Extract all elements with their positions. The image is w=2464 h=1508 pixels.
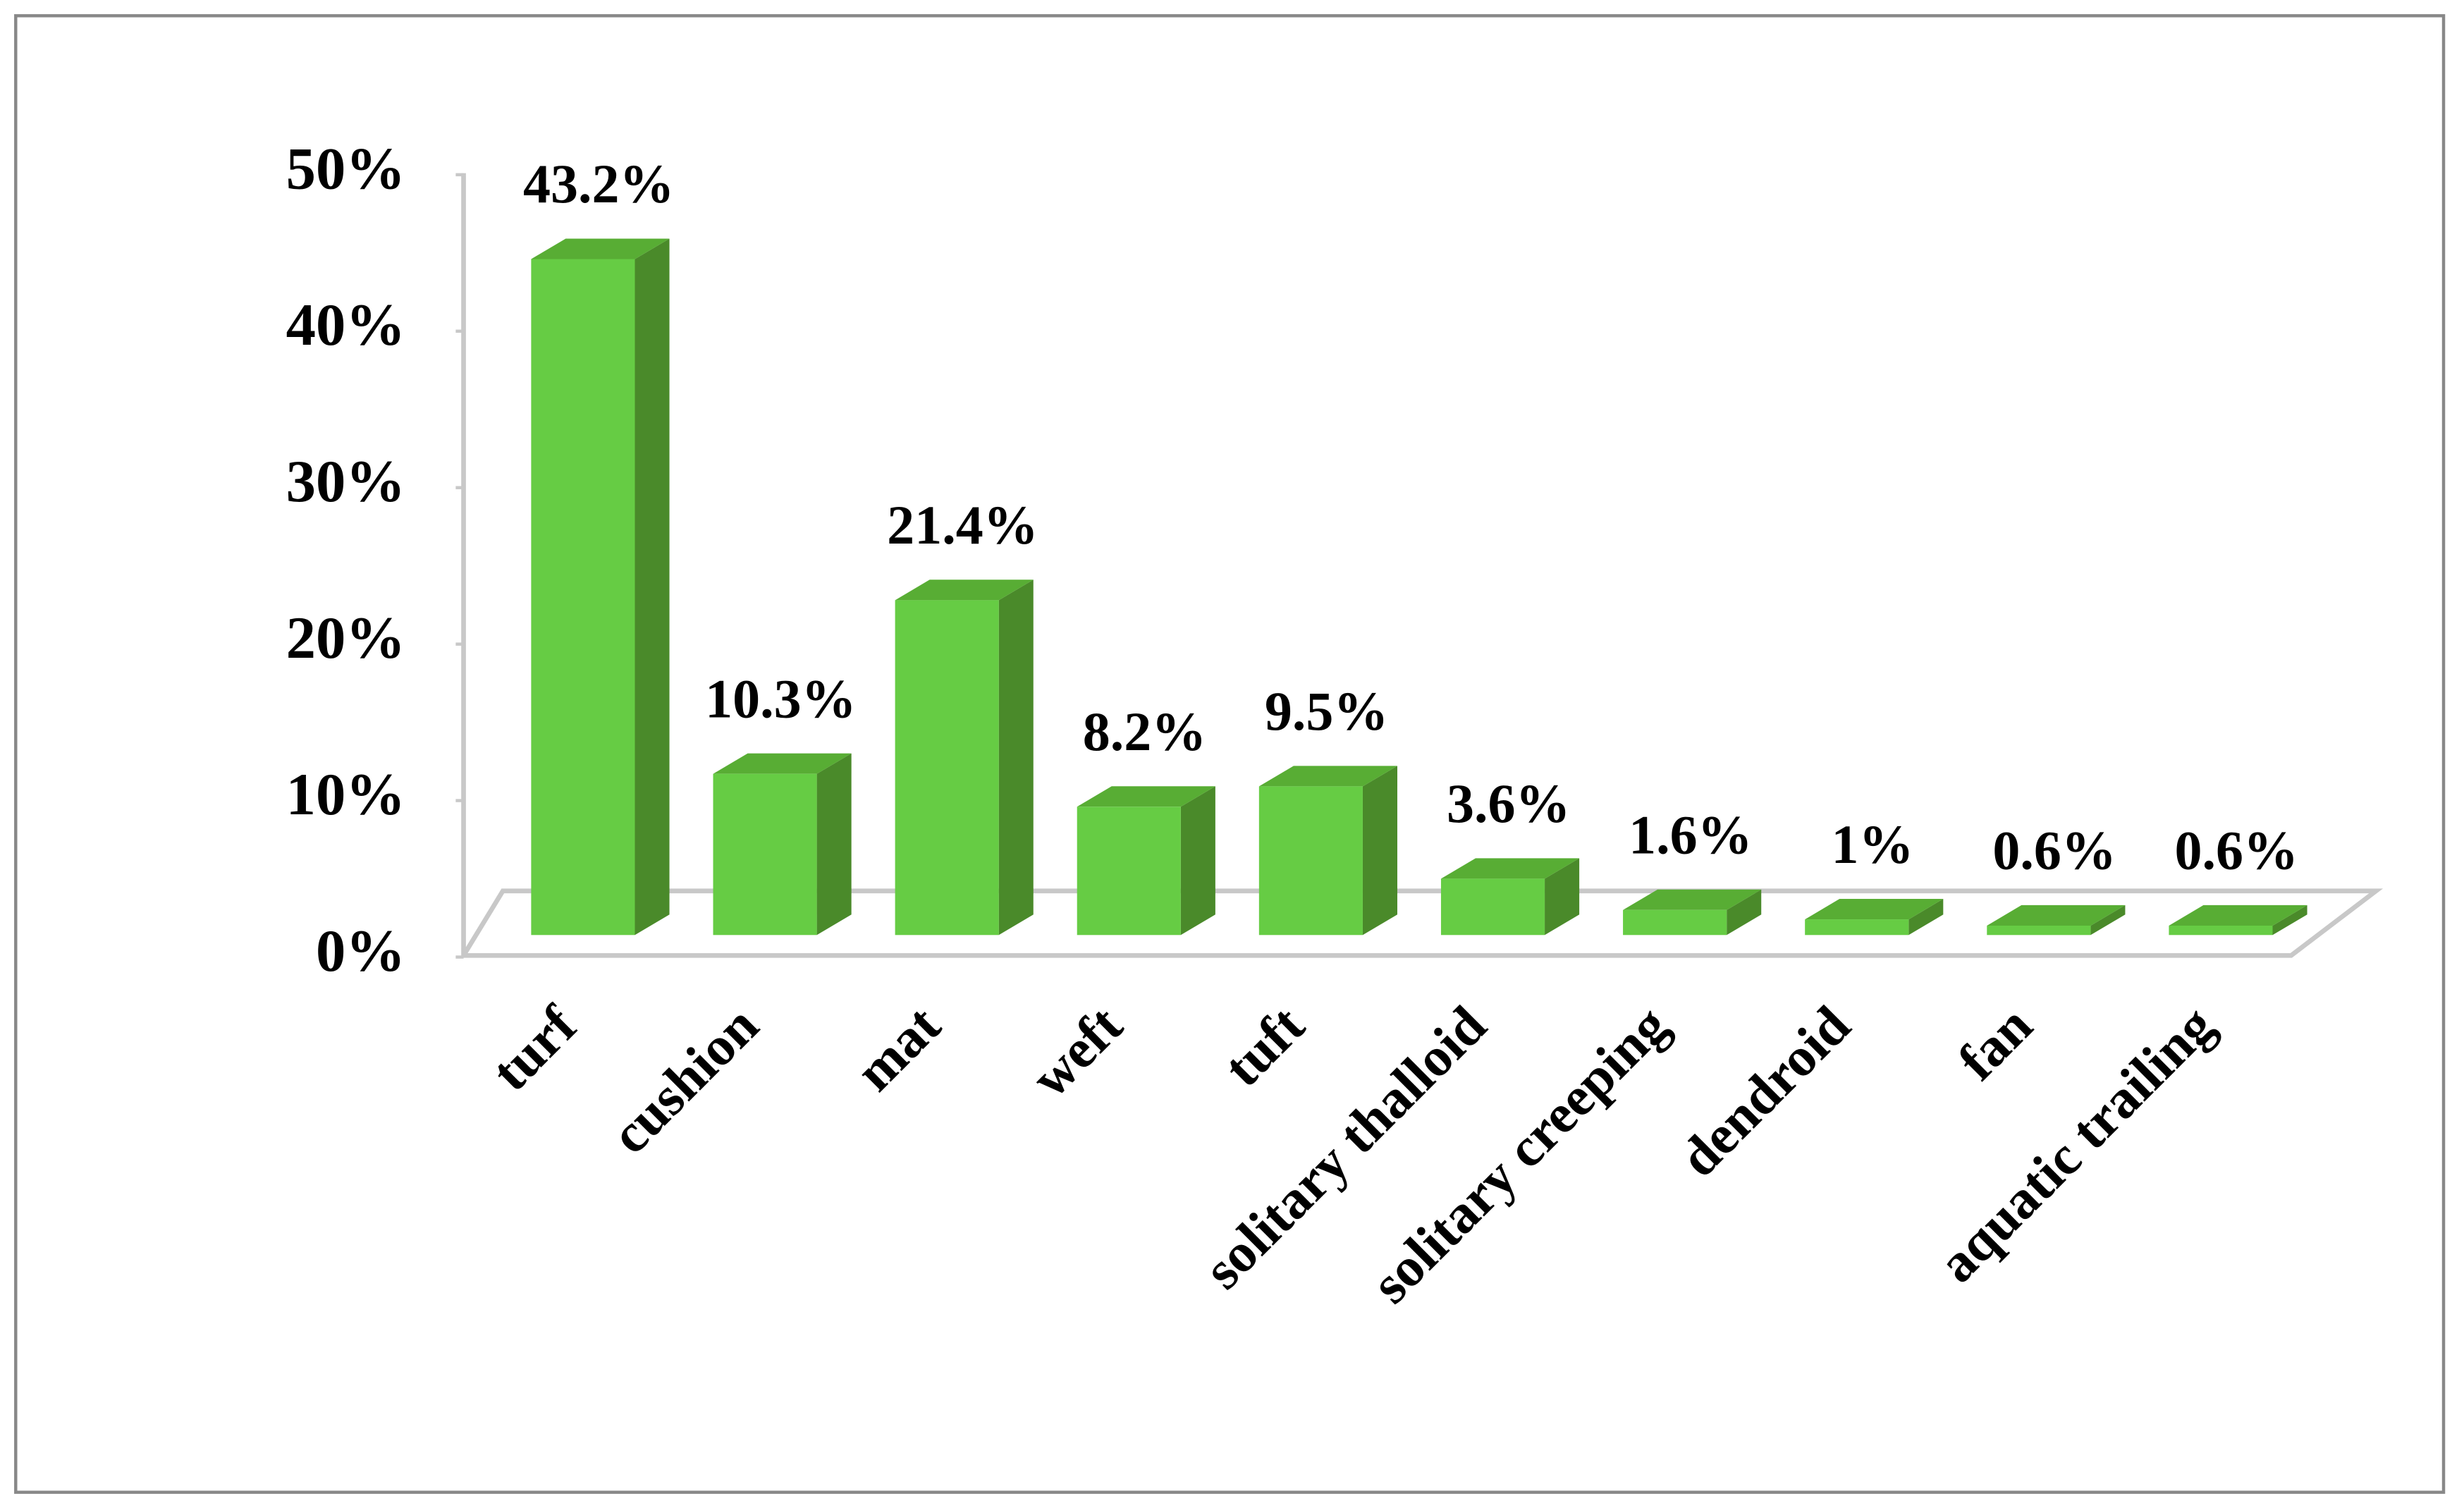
bar-side [1180,786,1215,936]
bar [531,259,635,936]
y-tick-label: 20% [286,605,405,671]
bar-side [1362,766,1397,936]
bar [1805,919,1909,936]
bar-side [2272,905,2307,936]
bar [1258,786,1363,936]
bar-top [1805,899,1944,920]
data-label: 43.2% [523,153,675,214]
data-label: 21.4% [887,494,1038,556]
bar-top [1440,858,1580,879]
y-tick-label: 30% [286,448,405,515]
y-tick-label: 50% [286,135,405,202]
bar [1077,807,1181,936]
data-label: 10.3% [705,668,857,729]
data-label: 0.6% [2174,820,2298,881]
data-label: 8.2% [1083,701,1207,762]
bar-top [1987,905,2126,926]
bar [1623,909,1727,936]
bar-top [1077,786,1215,807]
bar-side [816,753,852,936]
bar-top [1623,889,1762,910]
bar-side [2090,905,2126,936]
bar-side [635,238,670,936]
bar-top [895,580,1034,601]
data-label: 0.6% [1992,820,2116,881]
y-tick-label: 40% [286,292,405,358]
bar-top [2169,905,2307,926]
bar-side [1908,899,1944,936]
bar-top [713,753,852,774]
bar-side [998,580,1034,936]
bar [713,773,817,936]
data-label: 1.6% [1629,804,1753,865]
bar [2169,925,2273,936]
bar-top [1258,766,1397,787]
data-label: 3.6% [1447,773,1571,834]
y-tick-label: 10% [286,761,405,828]
floor-and-wall [461,173,2384,958]
data-label: 9.5% [1265,680,1389,742]
chart-border [14,14,2446,1494]
bar-top [531,238,670,259]
bar-side [1545,858,1580,936]
bar [1440,878,1545,936]
data-label: 1% [1832,814,1914,875]
bar [895,600,999,936]
bar [1987,925,2091,936]
bar-side [1727,889,1762,936]
y-tick-label: 0% [316,918,405,984]
